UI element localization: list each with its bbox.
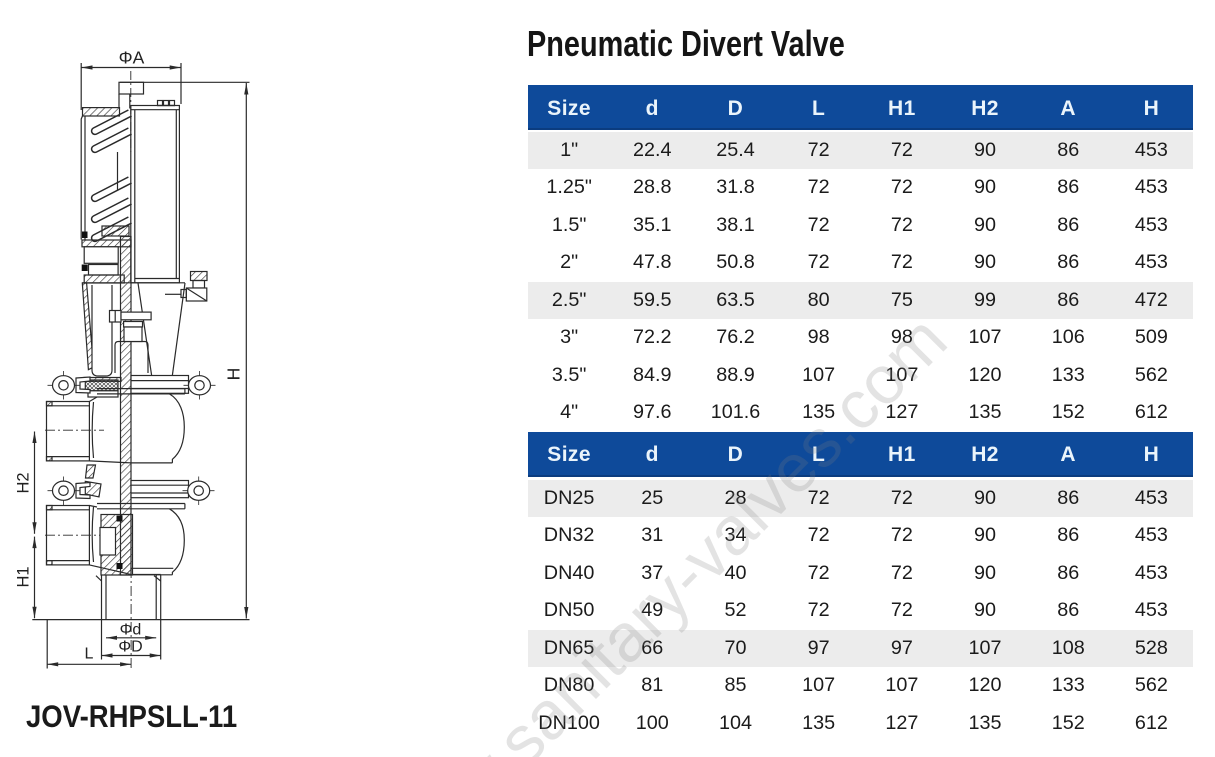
- svg-text:ΦA: ΦA: [119, 48, 145, 68]
- svg-text:L: L: [85, 646, 94, 663]
- svg-text:Φd: Φd: [120, 622, 142, 639]
- svg-text:H2: H2: [14, 472, 32, 493]
- svg-text:H1: H1: [14, 566, 32, 587]
- svg-text:H: H: [224, 368, 244, 381]
- svg-text:ΦD: ΦD: [118, 639, 142, 656]
